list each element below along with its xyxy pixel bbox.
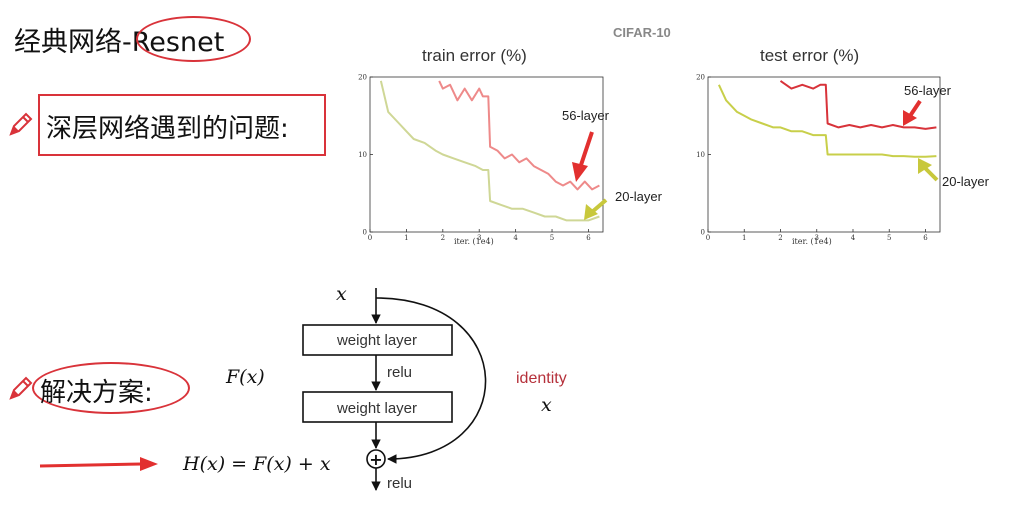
y-tick-label: 10 [358,151,367,159]
x-tick-label: 6 [923,234,928,242]
y-tick-label: 20 [358,74,367,82]
input-x-label: x [336,283,347,305]
series-line-20-layer [379,80,600,222]
series-label-56-layer: 56-layer [562,108,610,123]
plot-frame [707,76,941,233]
y-tick-label: 10 [696,151,705,159]
plus-sign: + [369,450,382,469]
residual-block-diagram: x weight layer relu weight layer + relu … [182,283,567,492]
problem-heading: 深层网络遇到的问题: [46,114,289,144]
x-tick-label: 1 [404,234,408,242]
problem-box [38,94,326,156]
chart-title: test error (%) [760,46,859,65]
annotation-arrow-red [572,131,594,182]
solution-heading: 解决方案: [40,378,153,408]
y-tick-label: 0 [701,229,705,237]
series-label-56-layer: 56-layer [904,83,952,98]
x-tick-label: 1 [742,234,746,242]
identity-x-label: x [541,394,552,416]
test-error-chart: test error (%) 0 1 2 3 4 5 6 0 10 20 iter. (1e4) [696,46,941,246]
weight-layer-box [302,391,453,423]
weight-layer-label: weight layer [336,332,417,349]
x-tick-label: 3 [815,234,819,242]
annotation-arrow-yellow [584,198,608,220]
solution-highlight-oval [32,362,190,414]
series-line-56-layer [779,80,937,130]
annotation-arrow-red [903,99,922,126]
pencil-icon [9,112,33,136]
pointer-arrow [39,457,158,471]
relu-label: relu [387,364,412,381]
equation-label: H(x) = F(x) + x [182,453,331,475]
series-label-20-layer: 20-layer [942,174,990,189]
identity-shortcut [375,297,487,464]
x-tick-label: 5 [887,234,891,242]
x-tick-label: 4 [851,234,856,242]
x-tick-label: 0 [706,234,710,242]
y-tick-label: 0 [363,229,367,237]
x-tick-label: 5 [550,234,554,242]
identity-label: identity [516,370,567,387]
series-line-20-layer [717,84,937,158]
y-tick-label: 20 [696,74,705,82]
x-axis-label: iter. (1e4) [792,237,832,246]
x-axis-label: iter. (1e4) [454,237,494,246]
fx-label: F(x) [225,366,265,388]
title-highlight-oval [136,16,251,62]
weight-layer-label: weight layer [336,400,417,417]
chart-title: train error (%) [422,46,527,65]
train-error-chart: train error (%) 0 1 2 3 4 5 6 0 10 20 iter. (1e4) [358,46,604,246]
weight-layer-box [302,324,453,356]
x-tick-label: 0 [368,234,372,242]
dataset-label: CIFAR-10 [613,25,671,40]
pencil-icon [9,376,33,400]
annotation-arrow-yellow [918,158,939,182]
plot-frame [369,76,604,233]
series-label-20-layer: 20-layer [615,189,663,204]
x-tick-label: 3 [477,234,481,242]
x-tick-label: 4 [513,234,518,242]
x-tick-label: 2 [778,234,782,242]
x-tick-label: 6 [586,234,591,242]
series-line-56-layer [438,80,600,191]
relu-label: relu [387,475,412,492]
x-tick-label: 2 [441,234,445,242]
